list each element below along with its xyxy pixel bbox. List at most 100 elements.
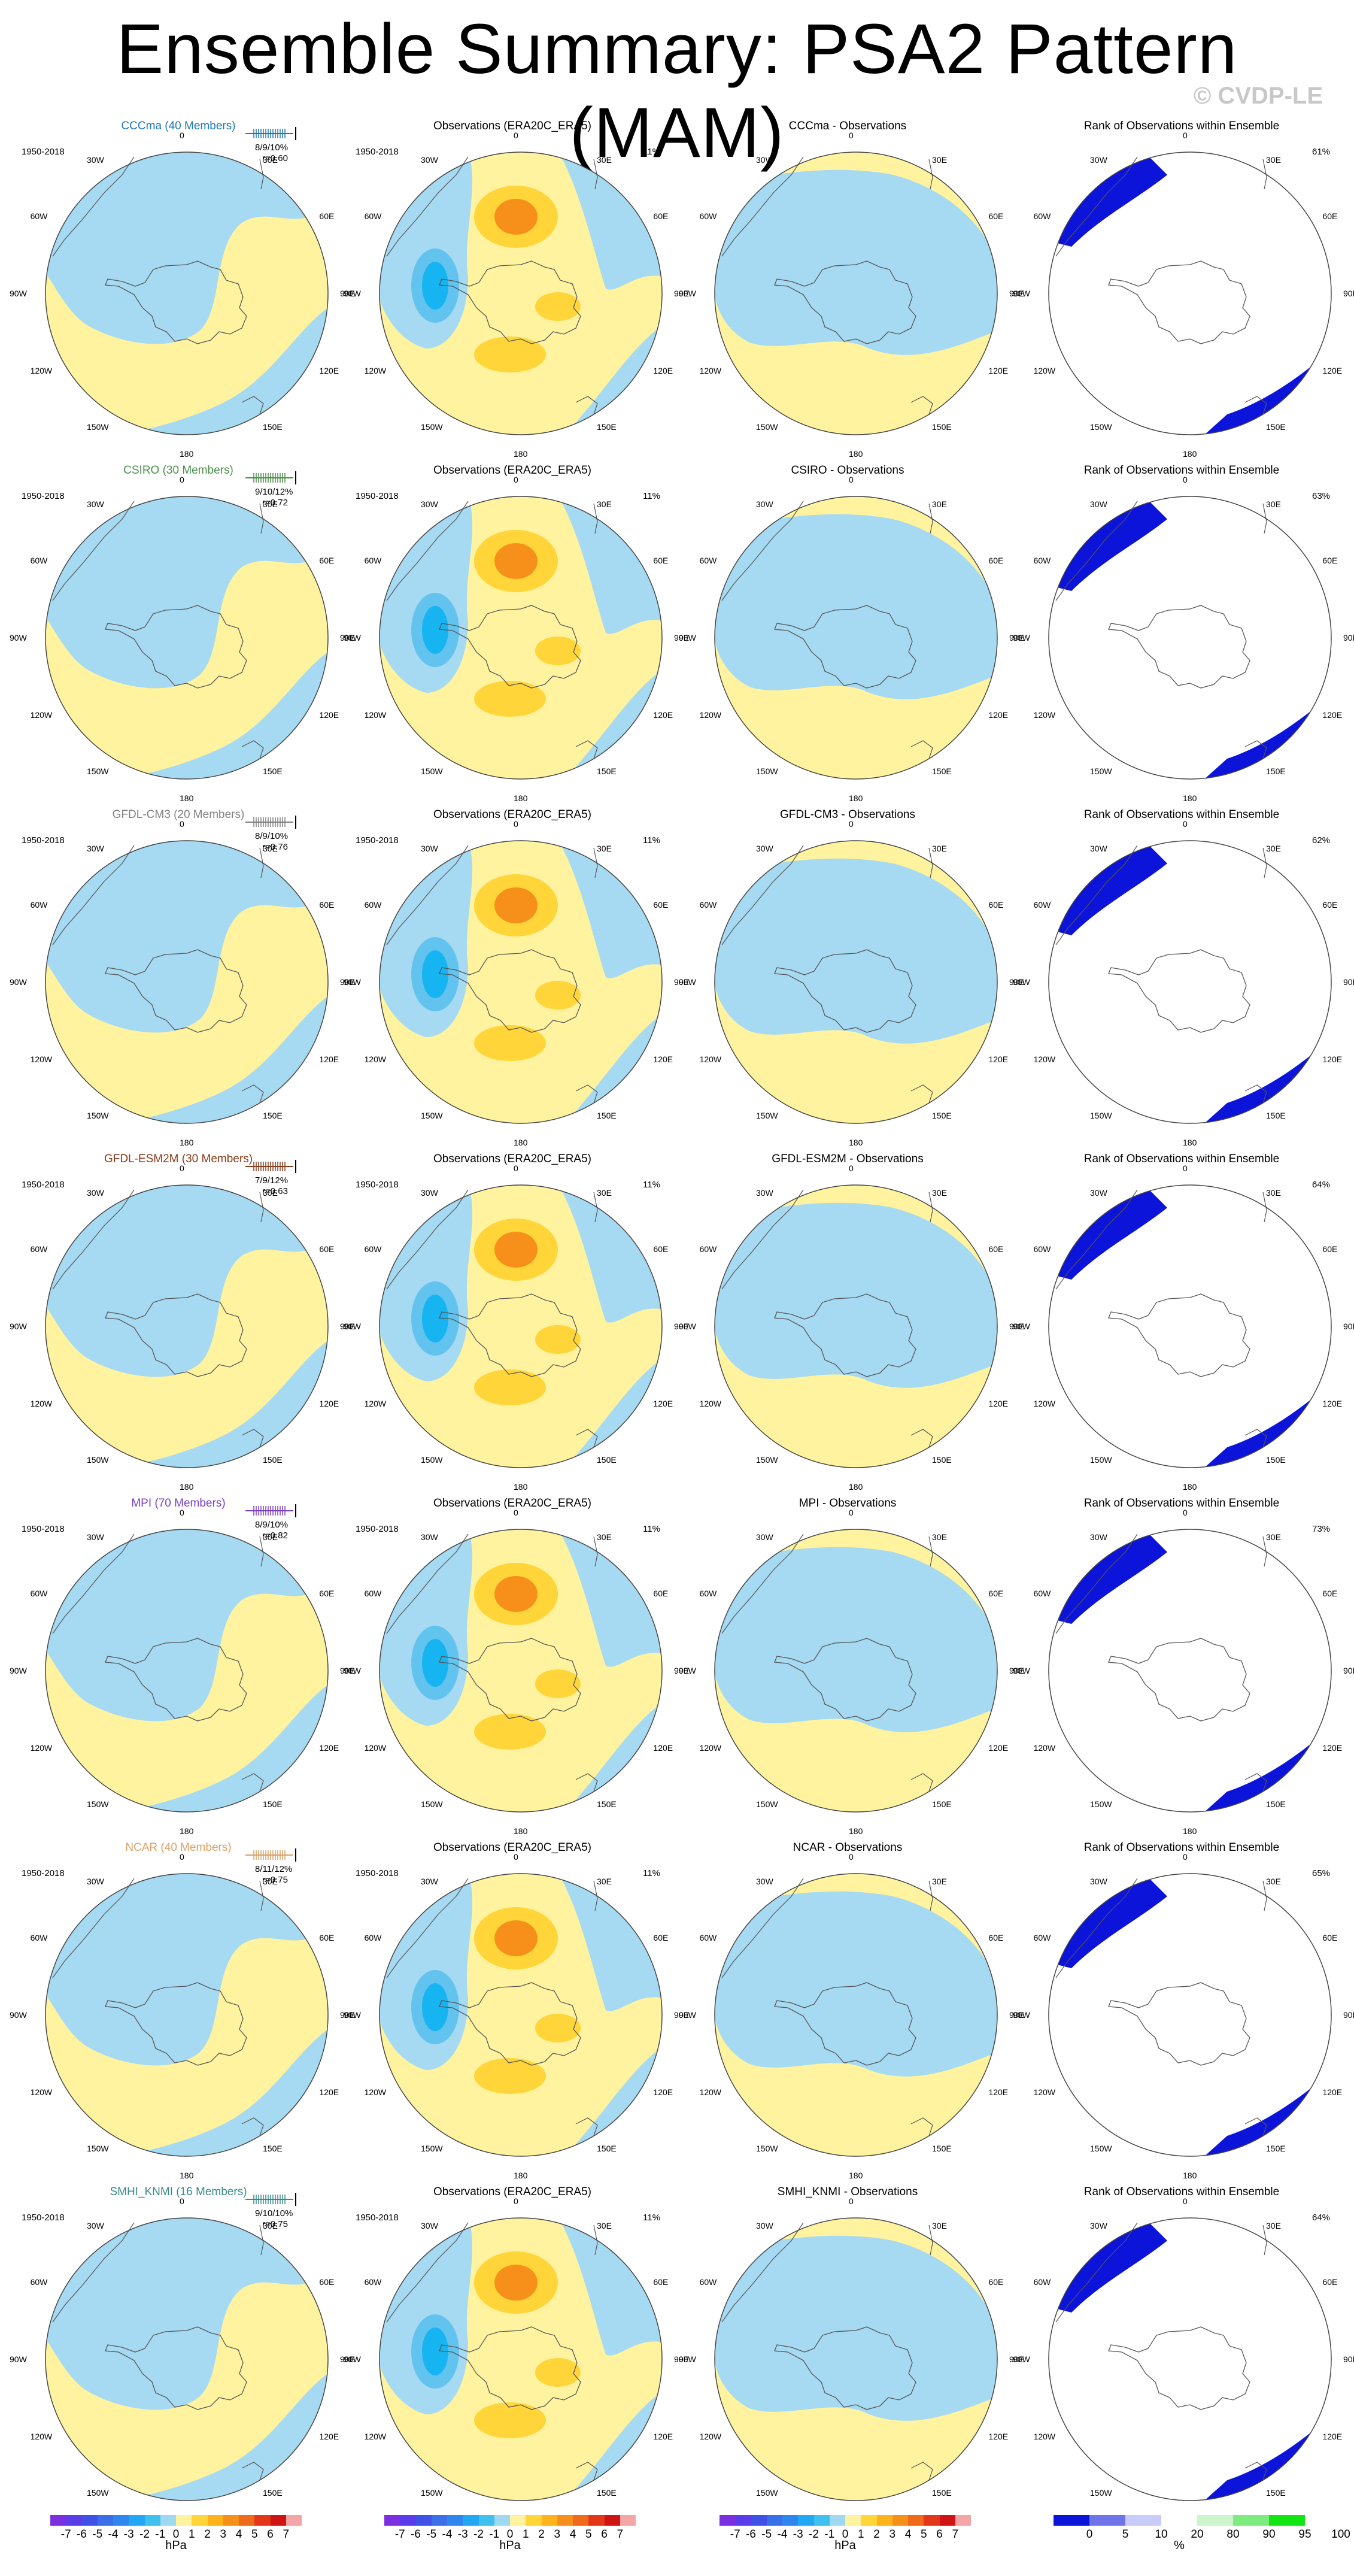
diff-title: CSIRO - Observations bbox=[791, 464, 904, 477]
lon-label-90e: 90E bbox=[340, 1666, 355, 1675]
lon-label-120w: 120W bbox=[1033, 1399, 1056, 1408]
lon-label-120w: 120W bbox=[30, 1743, 53, 1753]
pct-range: 8/9/10% bbox=[255, 831, 289, 841]
lon-label-30e: 30E bbox=[1266, 1187, 1281, 1198]
obs-map bbox=[379, 151, 663, 435]
rank-contour-region bbox=[1049, 1185, 1083, 1208]
lon-label-60e: 60E bbox=[319, 1244, 335, 1254]
africa-coastline bbox=[1262, 159, 1267, 190]
obs-contour-region bbox=[422, 1295, 448, 1342]
rank-contour-region bbox=[1049, 2218, 1071, 2235]
lon-label-150w: 150W bbox=[1090, 2488, 1112, 2498]
lon-label-120w: 120W bbox=[364, 1054, 387, 1064]
period-label: 1950-2018 bbox=[22, 1868, 65, 1878]
lon-label-30e: 30E bbox=[932, 1187, 947, 1198]
rank-panel: Rank of Observations within Ensemble 63% 0… bbox=[1013, 464, 1354, 803]
obs-contour-region bbox=[535, 637, 581, 665]
colorbar-swatch bbox=[1054, 2515, 1089, 2526]
lon-label-0: 0 bbox=[1183, 475, 1188, 484]
obs-map bbox=[379, 1873, 663, 2157]
obs-panel: Observations (ERA20C_ERA5) 1950-2018 11% 0 3… bbox=[344, 2186, 689, 2525]
lon-label-90e: 90E bbox=[1009, 289, 1024, 298]
lon-label-60w: 60W bbox=[30, 1933, 48, 1942]
map-boundary bbox=[379, 840, 663, 1124]
model-title: CCCma (40 Members) bbox=[121, 120, 236, 132]
diff-contour-region bbox=[715, 152, 734, 177]
south-america-coastline bbox=[721, 1189, 804, 1290]
model-contour-region bbox=[45, 1529, 63, 1558]
diff-contour-region bbox=[715, 152, 725, 159]
model-map bbox=[45, 2217, 329, 2501]
lon-label-180: 180 bbox=[1183, 793, 1197, 803]
lon-label-60e: 60E bbox=[988, 900, 1004, 910]
diff-panel: MPI - Observations 0 30E 60E 90E 120E 150E 180 1… bbox=[679, 1497, 1024, 1836]
model-contour-region bbox=[45, 152, 63, 181]
australia-coastline bbox=[575, 2462, 598, 2481]
lon-label-60e: 60E bbox=[1322, 2277, 1338, 2287]
australia-coastline bbox=[910, 1084, 933, 1104]
lon-label-120w: 120W bbox=[30, 2087, 53, 2097]
model-map bbox=[45, 1184, 329, 1468]
lon-label-30w: 30W bbox=[421, 843, 438, 853]
colorbar-tick: 5 bbox=[585, 2528, 592, 2541]
pattern-correlation: r=0.76 bbox=[262, 842, 288, 852]
south-america-coastline bbox=[386, 2222, 469, 2323]
diff-title: NCAR - Observations bbox=[793, 1841, 903, 1854]
rank-title: Rank of Observations within Ensemble bbox=[1083, 464, 1280, 477]
lon-label-180: 180 bbox=[514, 1826, 528, 1836]
lon-label-90e: 90E bbox=[1343, 2010, 1354, 2020]
south-america-coastline bbox=[386, 1534, 469, 1634]
lon-label-180: 180 bbox=[1183, 1826, 1197, 1836]
colorbar-tick: 4 bbox=[569, 2528, 576, 2541]
colorbar-tick: -2 bbox=[473, 2528, 484, 2541]
model-contour-region bbox=[45, 1185, 73, 1199]
lon-label-30w: 30W bbox=[1090, 499, 1107, 509]
africa-coastline bbox=[928, 503, 933, 534]
rank-contour-region bbox=[1049, 496, 1068, 519]
lon-label-120e: 120E bbox=[653, 710, 673, 720]
lon-label-90e: 90E bbox=[1009, 1322, 1024, 1331]
antarctica-coastline bbox=[1108, 1982, 1250, 2066]
rank-pct: 73% bbox=[1312, 1524, 1331, 1534]
lon-label-0: 0 bbox=[1183, 1508, 1188, 1517]
colorbar-swatch bbox=[955, 2515, 971, 2526]
south-america-coastline bbox=[386, 501, 469, 601]
lon-label-150w: 150W bbox=[87, 1111, 109, 1121]
colorbar-swatch bbox=[751, 2515, 767, 2526]
antarctica-coastline bbox=[105, 1638, 247, 1722]
lon-label-0: 0 bbox=[180, 1163, 184, 1173]
africa-coastline bbox=[259, 2225, 264, 2256]
antarctica-coastline bbox=[439, 949, 581, 1033]
africa-coastline bbox=[259, 1536, 264, 1567]
lon-label-120e: 120E bbox=[1322, 710, 1343, 720]
lon-label-120w: 120W bbox=[699, 1743, 722, 1753]
lon-label-30w: 30W bbox=[87, 1876, 104, 1886]
diff-contour-region bbox=[715, 858, 997, 1044]
lon-label-60e: 60E bbox=[1322, 900, 1338, 910]
colorbar-swatch bbox=[588, 2515, 605, 2526]
period-label: 1950-2018 bbox=[22, 835, 65, 845]
australia-coastline bbox=[910, 2117, 933, 2136]
lon-label-90e: 90E bbox=[674, 1666, 689, 1675]
rank-panel: Rank of Observations within Ensemble 64% 0… bbox=[1013, 2186, 1354, 2525]
lon-label-90w: 90W bbox=[1013, 633, 1030, 643]
lon-label-90w: 90W bbox=[679, 1322, 696, 1331]
lon-label-90e: 90E bbox=[674, 1322, 689, 1331]
rank-map bbox=[1048, 1184, 1332, 1468]
antarctica-coastline bbox=[1108, 1293, 1250, 1377]
colorbar-swatch bbox=[113, 2515, 129, 2526]
australia-coastline bbox=[910, 740, 933, 759]
obs-contour-region bbox=[474, 1714, 546, 1750]
lon-label-30e: 30E bbox=[597, 1876, 612, 1886]
obs-panel: Observations (ERA20C_ERA5) 1950-2018 11% 0 3… bbox=[344, 808, 689, 1147]
diff-panel: GFDL-CM3 - Observations 0 30E 60E 90E 120E 150… bbox=[679, 808, 1024, 1147]
lon-label-30w: 30W bbox=[87, 843, 104, 853]
lon-label-90e: 90E bbox=[674, 2354, 689, 2364]
colorbar-swatch bbox=[861, 2515, 877, 2526]
diff-contour-region bbox=[715, 496, 734, 522]
lon-label-120e: 120E bbox=[653, 2087, 673, 2097]
lon-label-90w: 90W bbox=[10, 2010, 27, 2020]
south-america-coastline bbox=[1055, 1878, 1138, 1978]
map-boundary bbox=[45, 1184, 329, 1468]
colorbar-tick: 0 bbox=[1086, 2528, 1093, 2541]
